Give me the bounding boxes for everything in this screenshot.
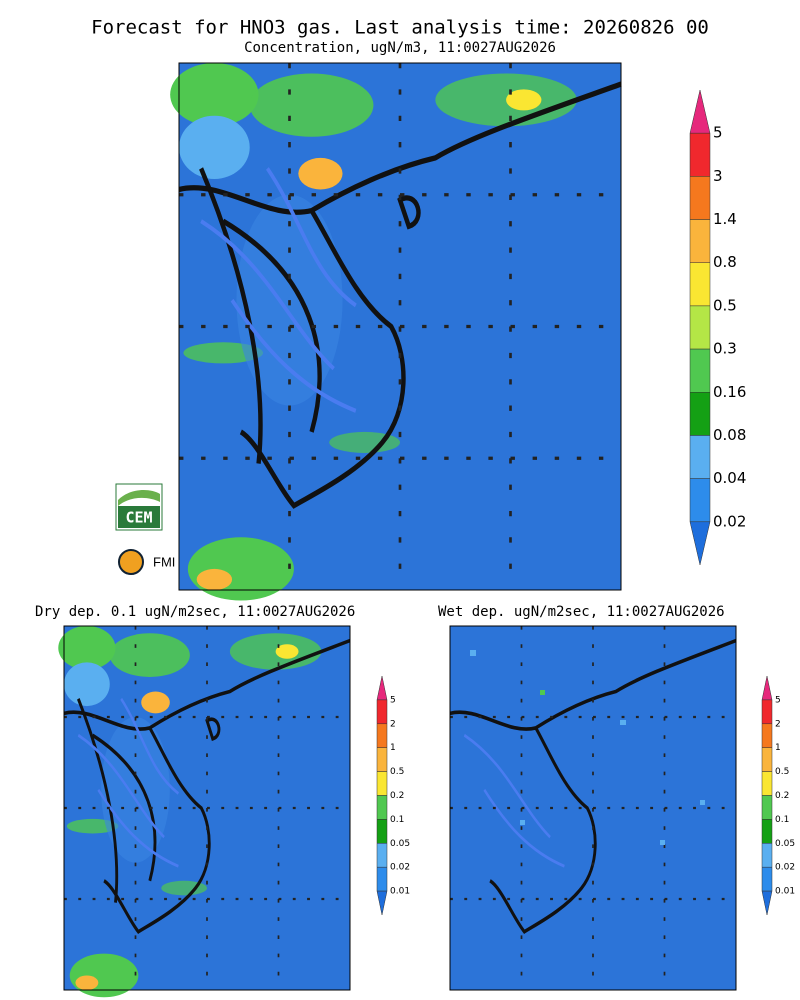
colorbar-segment xyxy=(689,435,711,479)
colorbar-label: 1.4 xyxy=(713,210,737,228)
wet-dep-frame xyxy=(449,625,737,991)
colorbar-segment xyxy=(761,675,773,701)
colorbar-label: 1 xyxy=(390,743,396,753)
colorbar-label: 5 xyxy=(775,695,781,705)
colorbar-segment xyxy=(376,771,388,796)
colorbar-segment xyxy=(761,843,773,868)
colorbar-label: 3 xyxy=(713,167,723,185)
colorbar-label: 0.02 xyxy=(775,863,795,873)
fmi-logo xyxy=(118,549,144,575)
colorbar-segment xyxy=(689,521,711,566)
colorbar-label: 0.02 xyxy=(713,512,746,530)
colorbar-label: 0.3 xyxy=(713,340,737,358)
colorbar-label: 5 xyxy=(713,124,723,142)
cem-label: CEM xyxy=(125,509,152,527)
colorbar-segment xyxy=(376,699,388,725)
colorbar-segment xyxy=(761,723,773,748)
colorbar-label: 0.16 xyxy=(713,383,746,401)
colorbar-label: 0.5 xyxy=(775,767,789,777)
colorbar-label: 0.01 xyxy=(390,887,410,897)
colorbar-label: 2 xyxy=(390,719,396,729)
colorbar-label: 0.1 xyxy=(775,815,789,825)
dry-dep-frame xyxy=(63,625,351,991)
colorbar-segment xyxy=(761,699,773,725)
dry-dep-map xyxy=(56,624,352,1000)
colorbar-segment xyxy=(761,747,773,772)
main-map xyxy=(170,63,621,601)
colorbar-label: 1 xyxy=(775,743,781,753)
colorbar-label: 0.08 xyxy=(713,426,746,444)
colorbar-label: 0.05 xyxy=(390,839,410,849)
colorbar-segment xyxy=(761,795,773,820)
fmi-label: FMI xyxy=(153,554,175,569)
colorbar-segment xyxy=(689,478,711,523)
title: Forecast for HNO3 gas. Last analysis tim… xyxy=(91,17,709,39)
colorbar-segment xyxy=(376,890,388,916)
colorbar-segment xyxy=(761,866,773,892)
colorbar-label: 0.02 xyxy=(390,863,410,873)
subtitle: Concentration, ugN/m3, 11:0027AUG2026 xyxy=(244,40,556,56)
colorbar-segment xyxy=(689,348,711,393)
colorbar-segment xyxy=(761,890,773,916)
colorbar-label: 0.05 xyxy=(775,839,795,849)
colorbar-label: 2 xyxy=(775,719,781,729)
colorbar-segment xyxy=(376,747,388,772)
colorbar-segment xyxy=(689,132,711,177)
main-map-frame xyxy=(178,62,622,591)
colorbar-segment xyxy=(761,819,773,844)
colorbar-segment xyxy=(376,843,388,868)
colorbar-label: 0.5 xyxy=(390,767,404,777)
colorbar-segment xyxy=(376,723,388,748)
colorbar-segment xyxy=(689,262,711,307)
colorbar-segment xyxy=(689,176,711,220)
colorbar-label: 0.2 xyxy=(775,791,789,801)
panel-title: Dry dep. 0.1 ugN/m2sec, 11:0027AUG2026 xyxy=(35,604,355,620)
colorbar-label: 5 xyxy=(390,695,396,705)
colorbar-segment xyxy=(689,89,711,134)
colorbar-segment xyxy=(689,305,711,350)
colorbar-segment xyxy=(376,675,388,701)
colorbar-label: 0.04 xyxy=(713,469,746,487)
wet-dep-map xyxy=(449,626,737,991)
colorbar-segment xyxy=(689,392,711,436)
colorbar-segment xyxy=(689,219,711,263)
colorbar-label: 0.1 xyxy=(390,815,404,825)
colorbar-segment xyxy=(376,795,388,820)
colorbar-label: 0.2 xyxy=(390,791,404,801)
colorbar-label: 0.01 xyxy=(775,887,795,897)
colorbar-segment xyxy=(376,819,388,844)
colorbar-label: 0.8 xyxy=(713,253,737,271)
colorbar-segment xyxy=(376,866,388,892)
colorbar-segment xyxy=(761,771,773,796)
colorbar-label: 0.5 xyxy=(713,296,737,314)
panel-title: Wet dep. ugN/m2sec, 11:0027AUG2026 xyxy=(438,604,725,620)
